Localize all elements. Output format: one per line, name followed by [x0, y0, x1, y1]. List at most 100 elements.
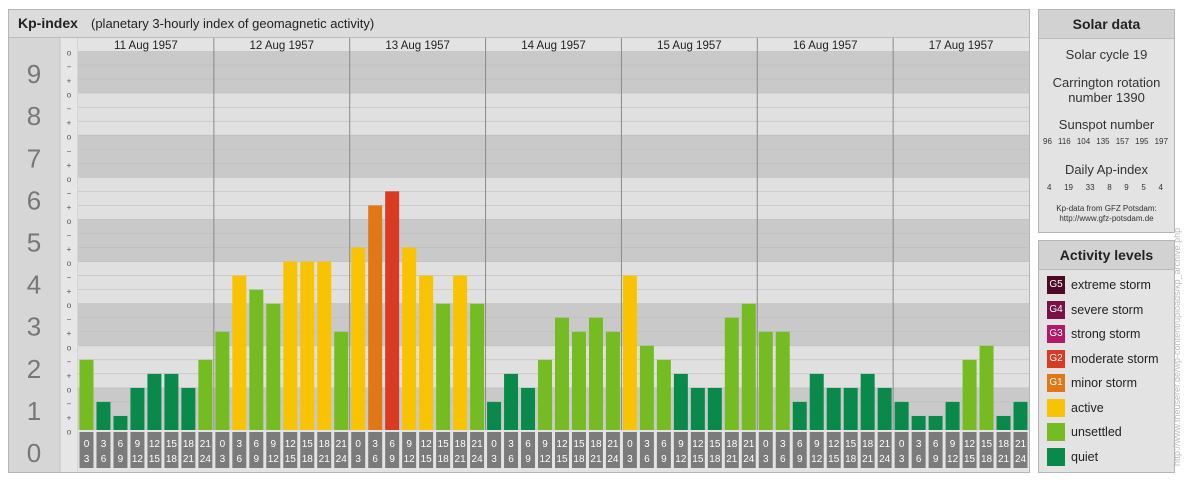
- minor-tick-label: o: [67, 49, 72, 58]
- credit-url: http://www.theuserer.de/wp-content/uploa…: [1172, 227, 1182, 466]
- y-tick-label: 4: [27, 270, 41, 300]
- legend-label: strong storm: [1071, 327, 1141, 341]
- interval-cell: [945, 432, 960, 468]
- kp-bar: [656, 359, 671, 430]
- kp-bar: [470, 303, 485, 430]
- sunspot-label: Sunspot number: [1058, 117, 1155, 132]
- sunspot-value: 195: [1135, 137, 1149, 146]
- interval-end-label: 12: [675, 454, 687, 465]
- interval-start-label: 0: [899, 439, 905, 450]
- minor-tick-label: −: [67, 315, 72, 324]
- interval-start-label: 9: [814, 439, 820, 450]
- interval-cell: [860, 432, 875, 468]
- interval-end-label: 18: [302, 454, 314, 465]
- interval-cell: [555, 432, 569, 468]
- interval-start-label: 0: [627, 439, 633, 450]
- kp-bar: [673, 373, 688, 430]
- interval-start-label: 6: [661, 439, 667, 450]
- interval-end-label: 3: [491, 454, 497, 465]
- kp-bar: [198, 359, 213, 430]
- minor-axis-column: [60, 37, 78, 472]
- kp-bar: [605, 331, 620, 430]
- kp-bar: [385, 191, 400, 430]
- interval-end-label: 18: [709, 454, 721, 465]
- kp-bar: [622, 275, 637, 430]
- interval-end-label: 24: [336, 454, 348, 465]
- legend-label: minor storm: [1071, 376, 1137, 390]
- sunspot-value: 116: [1057, 137, 1071, 146]
- interval-end-label: 21: [998, 454, 1010, 465]
- interval-end-label: 6: [237, 454, 243, 465]
- interval-cell: [470, 432, 485, 468]
- ap-index-label: Daily Ap-index: [1064, 162, 1149, 177]
- sunspot-value: 104: [1076, 137, 1091, 146]
- interval-end-label: 6: [372, 454, 378, 465]
- kp-bar: [419, 275, 434, 430]
- interval-end-label: 12: [947, 454, 959, 465]
- kp-bar: [996, 415, 1011, 430]
- kp-bar: [538, 359, 552, 430]
- interval-cell: [351, 432, 366, 468]
- y-tick-label: 9: [27, 59, 41, 89]
- kp-bar: [979, 345, 994, 430]
- interval-start-label: 12: [149, 439, 161, 450]
- interval-start-label: 9: [950, 439, 956, 450]
- minor-tick-label: o: [67, 175, 72, 184]
- chart-header: Kp-index (planetary 3-hourly index of ge…: [9, 10, 1029, 38]
- activity-levels-title: Activity levels: [1039, 241, 1174, 270]
- day-label: 11 Aug 1957: [114, 40, 178, 52]
- minor-tick-label: −: [67, 399, 72, 408]
- data-source-url: http://www.gfz-potsdam.de: [1059, 214, 1154, 223]
- interval-cell: [232, 432, 247, 468]
- legend-swatch: [1047, 398, 1065, 417]
- interval-end-label: 24: [472, 454, 484, 465]
- interval-end-label: 6: [780, 454, 786, 465]
- kp-band: [78, 261, 1029, 304]
- interval-end-label: 24: [200, 454, 212, 465]
- chart-title: Kp-index: [18, 15, 78, 31]
- interval-cell: [487, 432, 502, 468]
- interval-end-label: 3: [899, 454, 905, 465]
- interval-start-label: 21: [879, 439, 891, 450]
- interval-cell: [402, 432, 417, 468]
- kp-bar: [758, 331, 773, 430]
- interval-start-label: 0: [491, 439, 497, 450]
- interval-end-label: 21: [319, 454, 331, 465]
- interval-end-label: 15: [964, 454, 976, 465]
- interval-end-label: 15: [828, 454, 840, 465]
- interval-cell: [792, 432, 807, 468]
- interval-end-label: 12: [811, 454, 823, 465]
- minor-tick-label: +: [67, 77, 72, 86]
- minor-tick-label: −: [67, 63, 72, 72]
- interval-cell: [147, 432, 162, 468]
- interval-end-label: 18: [438, 454, 450, 465]
- solar-data-title: Solar data: [1039, 10, 1174, 39]
- interval-end-label: 6: [916, 454, 922, 465]
- interval-cell: [113, 432, 128, 468]
- interval-end-label: 15: [285, 454, 297, 465]
- interval-cell: [436, 432, 451, 468]
- minor-tick-label: +: [67, 413, 72, 422]
- minor-tick-label: +: [67, 119, 72, 128]
- legend-swatch: G5: [1047, 276, 1065, 294]
- interval-start-label: 15: [981, 439, 993, 450]
- legend-swatch: G1: [1047, 374, 1065, 392]
- day-label: 14 Aug 1957: [521, 40, 586, 52]
- kp-band: [78, 51, 1029, 94]
- interval-cell: [588, 432, 603, 468]
- interval-cell: [164, 432, 179, 468]
- interval-start-label: 15: [302, 439, 314, 450]
- interval-start-label: 21: [607, 439, 619, 450]
- kp-chart-panel: 11 Aug 1957 12 Aug 1957 13 Aug 1957 14 Aug …: [8, 9, 1030, 473]
- interval-cell: [741, 432, 756, 468]
- interval-end-label: 18: [573, 454, 585, 465]
- legend-swatch: G4: [1047, 300, 1065, 319]
- minor-tick-label: +: [67, 371, 72, 380]
- legend-label: quiet: [1071, 449, 1099, 464]
- interval-end-label: 9: [661, 454, 667, 465]
- interval-start-label: 18: [862, 439, 874, 450]
- minor-tick-label: o: [67, 343, 72, 352]
- kp-bar: [877, 387, 892, 430]
- kp-band: [78, 177, 1029, 220]
- minor-tick-label: +: [67, 245, 72, 254]
